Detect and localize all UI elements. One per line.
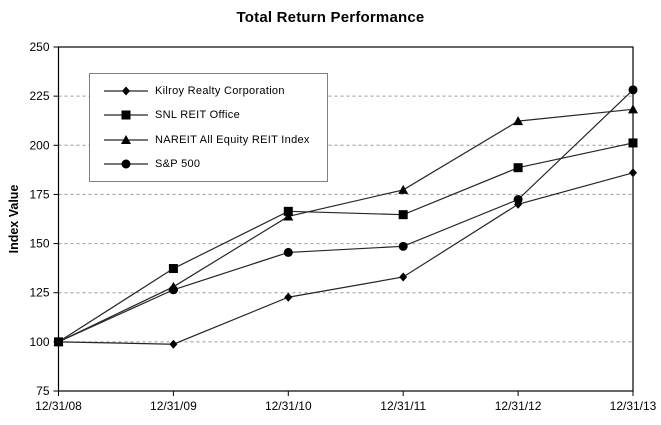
y-tick-label-225: 225 xyxy=(29,89,49,103)
y-tick-label-150: 150 xyxy=(29,237,49,251)
series-kilroy-realty-corporation xyxy=(54,168,637,349)
data-point-kilroy-realty-corporation-1 xyxy=(169,339,178,349)
legend-label-nareit-all-equity-reit-index: NAREIT All Equity REIT Index xyxy=(155,133,310,146)
data-point-kilroy-realty-corporation-3 xyxy=(399,272,408,282)
y-tick-label-175: 175 xyxy=(29,187,49,201)
legend-label-kilroy-realty-corporation: Kilroy Realty Corporation xyxy=(155,85,285,98)
legend-label-s-p-500: S&P 500 xyxy=(155,157,201,170)
data-point-kilroy-realty-corporation-5 xyxy=(629,168,637,178)
legend-item-nareit-all-equity-reit-index: NAREIT All Equity REIT Index xyxy=(103,133,327,147)
legend-marker-kilroy-realty-corporation xyxy=(122,86,130,96)
circle-marker-icon xyxy=(104,159,148,169)
x-tick-label-3: 12/31/11 xyxy=(380,399,426,413)
y-tick-label-75: 75 xyxy=(36,384,50,398)
x-tick-label-0: 12/31/08 xyxy=(35,399,82,413)
data-point-s-p-500-4 xyxy=(513,195,523,205)
data-point-snl-reit-office-3 xyxy=(398,210,408,220)
legend-label-snl-reit-office: SNL REIT Office xyxy=(155,109,240,122)
data-point-snl-reit-office-1 xyxy=(168,264,178,274)
data-point-snl-reit-office-4 xyxy=(513,163,523,173)
x-tick-label-4: 12/31/12 xyxy=(495,399,542,413)
series-snl-reit-office xyxy=(54,138,638,347)
data-point-snl-reit-office-0 xyxy=(54,337,63,347)
legend: Kilroy Realty Corporation SNL REIT Office… xyxy=(89,73,328,182)
chart-title: Total Return Performance xyxy=(236,9,425,26)
data-point-snl-reit-office-5 xyxy=(628,138,638,148)
y-tick-label-200: 200 xyxy=(29,138,49,152)
legend-item-s-p-500: S&P 500 xyxy=(103,157,327,171)
legend-marker-nareit-all-equity-reit-index xyxy=(121,134,131,144)
plot-border xyxy=(57,46,634,392)
x-tick-label-5: 12/31/13 xyxy=(610,399,657,413)
triangle-marker-icon xyxy=(104,134,148,144)
data-point-s-p-500-5 xyxy=(628,85,638,95)
diamond-marker-icon xyxy=(104,86,148,96)
x-tick-label-2: 12/31/10 xyxy=(265,399,312,413)
legend-marker-snl-reit-office xyxy=(121,110,131,120)
y-tick-label-250: 250 xyxy=(29,40,49,54)
square-marker-icon xyxy=(104,110,148,120)
x-tick-label-1: 12/31/09 xyxy=(150,399,197,413)
series-line-nareit-all-equity-reit-index xyxy=(58,108,634,343)
y-tick-label-100: 100 xyxy=(29,335,49,349)
data-point-s-p-500-1 xyxy=(168,285,178,295)
data-point-kilroy-realty-corporation-2 xyxy=(284,292,293,302)
series-line-s-p-500 xyxy=(58,89,634,343)
legend-item-snl-reit-office: SNL REIT Office xyxy=(103,108,327,122)
data-point-nareit-all-equity-reit-index-3 xyxy=(398,184,409,194)
data-point-snl-reit-office-2 xyxy=(283,206,293,216)
data-point-s-p-500-2 xyxy=(283,247,293,257)
legend-item-kilroy-realty-corporation: Kilroy Realty Corporation xyxy=(103,84,327,98)
data-point-nareit-all-equity-reit-index-4 xyxy=(513,116,524,126)
data-point-nareit-all-equity-reit-index-2 xyxy=(283,211,294,221)
data-point-s-p-500-3 xyxy=(398,241,408,251)
legend-marker-s-p-500 xyxy=(121,159,131,169)
series-line-snl-reit-office xyxy=(58,142,634,343)
y-tick-label-125: 125 xyxy=(29,286,49,300)
series-line-kilroy-realty-corporation xyxy=(58,172,634,345)
data-point-nareit-all-equity-reit-index-5 xyxy=(628,104,638,114)
